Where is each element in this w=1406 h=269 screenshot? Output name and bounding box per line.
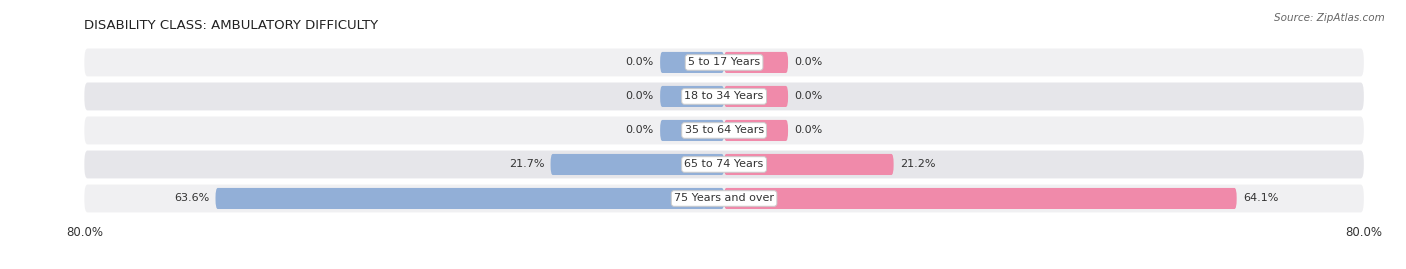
FancyBboxPatch shape	[724, 188, 1237, 209]
FancyBboxPatch shape	[724, 52, 787, 73]
FancyBboxPatch shape	[84, 185, 1364, 213]
Text: 35 to 64 Years: 35 to 64 Years	[685, 125, 763, 136]
Text: 0.0%: 0.0%	[794, 91, 823, 101]
FancyBboxPatch shape	[661, 86, 724, 107]
FancyBboxPatch shape	[661, 120, 724, 141]
Text: 21.7%: 21.7%	[509, 160, 544, 169]
Text: 0.0%: 0.0%	[626, 58, 654, 68]
Text: 65 to 74 Years: 65 to 74 Years	[685, 160, 763, 169]
Text: Source: ZipAtlas.com: Source: ZipAtlas.com	[1274, 13, 1385, 23]
FancyBboxPatch shape	[551, 154, 724, 175]
Text: 5 to 17 Years: 5 to 17 Years	[688, 58, 761, 68]
FancyBboxPatch shape	[84, 151, 1364, 178]
FancyBboxPatch shape	[724, 86, 787, 107]
Text: 75 Years and over: 75 Years and over	[673, 193, 775, 203]
Text: 64.1%: 64.1%	[1243, 193, 1278, 203]
Text: DISABILITY CLASS: AMBULATORY DIFFICULTY: DISABILITY CLASS: AMBULATORY DIFFICULTY	[84, 19, 378, 32]
Text: 0.0%: 0.0%	[626, 91, 654, 101]
Text: 21.2%: 21.2%	[900, 160, 935, 169]
FancyBboxPatch shape	[215, 188, 724, 209]
FancyBboxPatch shape	[661, 52, 724, 73]
FancyBboxPatch shape	[84, 48, 1364, 76]
FancyBboxPatch shape	[84, 116, 1364, 144]
Text: 0.0%: 0.0%	[794, 58, 823, 68]
Text: 63.6%: 63.6%	[174, 193, 209, 203]
Text: 18 to 34 Years: 18 to 34 Years	[685, 91, 763, 101]
FancyBboxPatch shape	[724, 154, 894, 175]
FancyBboxPatch shape	[84, 83, 1364, 110]
Text: 0.0%: 0.0%	[626, 125, 654, 136]
FancyBboxPatch shape	[724, 120, 787, 141]
Text: 0.0%: 0.0%	[794, 125, 823, 136]
